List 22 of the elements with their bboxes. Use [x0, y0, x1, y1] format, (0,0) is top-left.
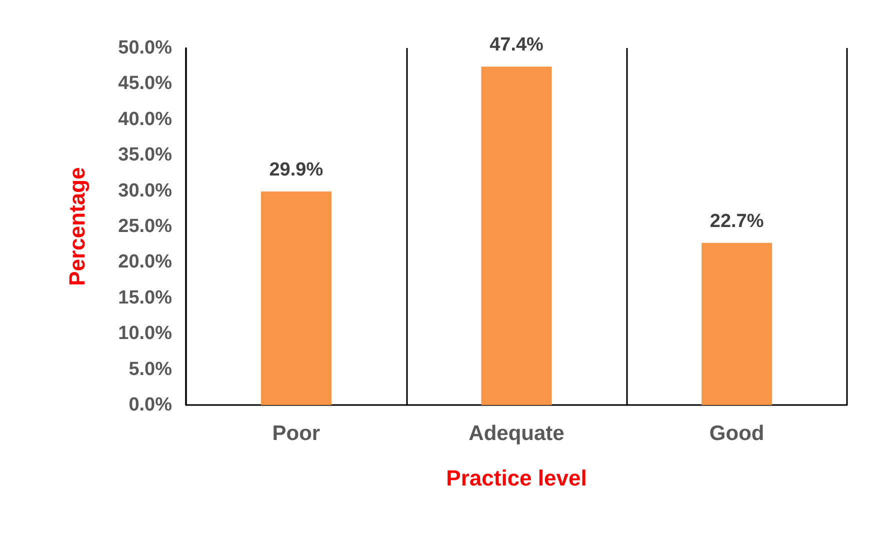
y-tick-label: 40.0% — [118, 108, 172, 130]
data-label: 47.4% — [490, 34, 544, 56]
bar — [260, 192, 332, 405]
data-label: 29.9% — [269, 160, 324, 181]
y-tick-label: 15.0% — [118, 287, 172, 308]
bar — [481, 66, 552, 405]
y-tick-label: 30.0% — [118, 180, 172, 202]
x-tick-label: Good — [709, 422, 764, 445]
y-tick-label: 0.0% — [128, 394, 172, 416]
y-tick-label: 50.0% — [118, 38, 172, 58]
x-tick-label: Poor — [272, 422, 320, 445]
y-tick-label: 20.0% — [118, 252, 172, 273]
data-label: 22.7% — [710, 210, 764, 232]
y-tick-label: 5.0% — [128, 358, 172, 380]
y-axis-title: Percentage — [64, 167, 90, 286]
x-axis-title: Practice level — [446, 466, 587, 490]
y-tick-label: 10.0% — [118, 323, 172, 344]
y-tick-label: 45.0% — [118, 73, 172, 94]
y-tick-label: 25.0% — [118, 216, 172, 237]
y-tick-label: 35.0% — [118, 144, 172, 166]
bar — [702, 242, 772, 405]
x-tick-label: Adequate — [468, 422, 564, 445]
